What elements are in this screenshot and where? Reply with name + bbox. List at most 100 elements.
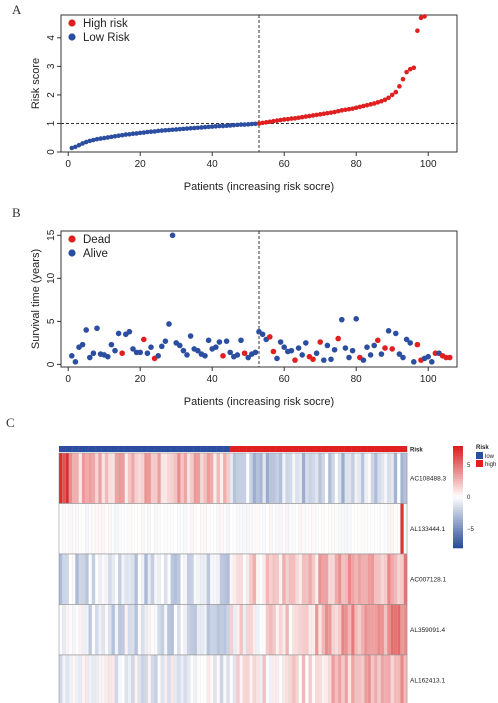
alive-point bbox=[331, 346, 338, 353]
alive-point bbox=[69, 353, 75, 359]
heatmap-cell bbox=[397, 503, 401, 555]
heatmap-cell bbox=[111, 452, 116, 504]
heatmap-cell bbox=[370, 604, 375, 656]
heatmap-cell bbox=[180, 452, 185, 504]
heatmap-cell bbox=[292, 553, 296, 605]
heatmap-cell bbox=[121, 452, 125, 504]
heatmap-cell bbox=[341, 604, 345, 656]
heatmap-cell bbox=[278, 452, 283, 504]
colorbar-tick-label: −5 bbox=[467, 527, 475, 533]
heatmap-row-frame bbox=[58, 654, 408, 703]
heatmap-cell bbox=[383, 553, 388, 605]
heatmap-cell bbox=[170, 452, 175, 504]
heatmap-cell bbox=[360, 503, 365, 555]
heatmap-cell bbox=[337, 654, 342, 703]
risk-annotation-cell bbox=[262, 446, 267, 452]
risk-annotation-label: Risk bbox=[410, 448, 423, 454]
heatmap-cell bbox=[95, 654, 99, 703]
low-risk-point bbox=[87, 138, 93, 144]
legend-label: Dead bbox=[83, 234, 111, 246]
heatmap-cell bbox=[246, 604, 250, 656]
alive-point bbox=[339, 316, 345, 323]
high-risk-point bbox=[415, 28, 420, 33]
heatmap-cell bbox=[167, 452, 171, 504]
heatmap-cell bbox=[232, 654, 237, 703]
y-tick-label: 1 bbox=[46, 120, 57, 126]
heatmap-cell bbox=[88, 654, 93, 703]
heatmap-cell bbox=[292, 604, 296, 656]
heatmap-cell bbox=[209, 452, 214, 504]
heatmap-cell bbox=[121, 503, 125, 555]
high-risk-point bbox=[263, 120, 269, 125]
low-risk-point bbox=[69, 145, 75, 151]
heatmap-cell bbox=[374, 503, 378, 555]
heatmap-cell bbox=[357, 503, 362, 555]
heatmap-cell bbox=[95, 553, 99, 605]
heatmap-cell bbox=[131, 654, 135, 703]
risk-annotation-cell bbox=[88, 446, 93, 452]
gene-label: AC007128.1 bbox=[410, 576, 447, 583]
heatmap-cell bbox=[183, 452, 188, 504]
heatmap-cell bbox=[154, 654, 158, 703]
heatmap-cell bbox=[390, 452, 395, 504]
heatmap-cell bbox=[397, 452, 401, 504]
alive-point bbox=[72, 359, 79, 365]
heatmap-cell bbox=[298, 654, 303, 703]
heatmap-cell bbox=[200, 604, 204, 656]
heatmap-cell bbox=[114, 604, 119, 656]
heatmap-cell bbox=[213, 604, 217, 656]
heatmap-cell bbox=[219, 503, 224, 555]
alive-point bbox=[295, 345, 302, 351]
heatmap-cell bbox=[262, 553, 267, 605]
risk-annotation-cell bbox=[374, 446, 378, 452]
heatmap-cell bbox=[344, 604, 349, 656]
heatmap-cell bbox=[328, 654, 332, 703]
alive-point bbox=[187, 333, 194, 339]
heatmap-cell bbox=[351, 604, 355, 656]
heatmap-cell bbox=[65, 503, 70, 555]
heatmap-cell bbox=[374, 654, 378, 703]
colorbar-segment bbox=[453, 461, 463, 465]
panel-label-a: A bbox=[12, 2, 22, 17]
heatmap-cell bbox=[400, 604, 404, 656]
heatmap-cell bbox=[163, 503, 168, 555]
heatmap-cell bbox=[85, 452, 89, 504]
risk-annotation-cell bbox=[242, 446, 247, 452]
heatmap-cell bbox=[226, 604, 230, 656]
high-risk-point bbox=[407, 66, 413, 72]
heatmap-cell bbox=[331, 452, 336, 504]
colorbar-segment bbox=[453, 481, 463, 485]
heatmap-cell bbox=[390, 553, 395, 605]
heatmap-cell bbox=[269, 452, 273, 504]
heatmap-cell bbox=[229, 604, 234, 656]
heatmap-cell bbox=[305, 604, 309, 656]
heatmap-cell bbox=[331, 604, 336, 656]
high-risk-point bbox=[310, 113, 316, 118]
risk-annotation-cell bbox=[331, 446, 335, 452]
heatmap-cell bbox=[255, 654, 260, 703]
heatmap-cell bbox=[98, 604, 102, 656]
alive-point bbox=[162, 338, 169, 344]
heatmap-cell bbox=[200, 503, 204, 555]
alive-point bbox=[90, 350, 97, 357]
alive-point bbox=[213, 344, 219, 351]
colorbar-segment bbox=[453, 474, 463, 477]
low-risk-point bbox=[238, 122, 244, 127]
legend-label: Low Risk bbox=[83, 32, 130, 44]
risk-annotation-cell bbox=[387, 446, 391, 452]
heatmap-cell bbox=[351, 553, 355, 605]
colorbar-segment bbox=[453, 486, 463, 490]
heatmap-cell bbox=[124, 654, 129, 703]
alive-point bbox=[328, 356, 334, 363]
heatmap-cell bbox=[269, 654, 273, 703]
low-risk-point bbox=[159, 128, 165, 133]
heatmap-cell bbox=[295, 503, 299, 555]
heatmap-cell bbox=[72, 654, 76, 703]
heatmap-cell bbox=[62, 604, 66, 656]
heatmap-cell bbox=[232, 553, 237, 605]
alive-point bbox=[364, 344, 370, 351]
heatmap-cell bbox=[324, 654, 329, 703]
risk-annotation-cell bbox=[154, 446, 158, 452]
risk-annotation-cell bbox=[124, 446, 129, 452]
heatmap-cell bbox=[75, 654, 79, 703]
